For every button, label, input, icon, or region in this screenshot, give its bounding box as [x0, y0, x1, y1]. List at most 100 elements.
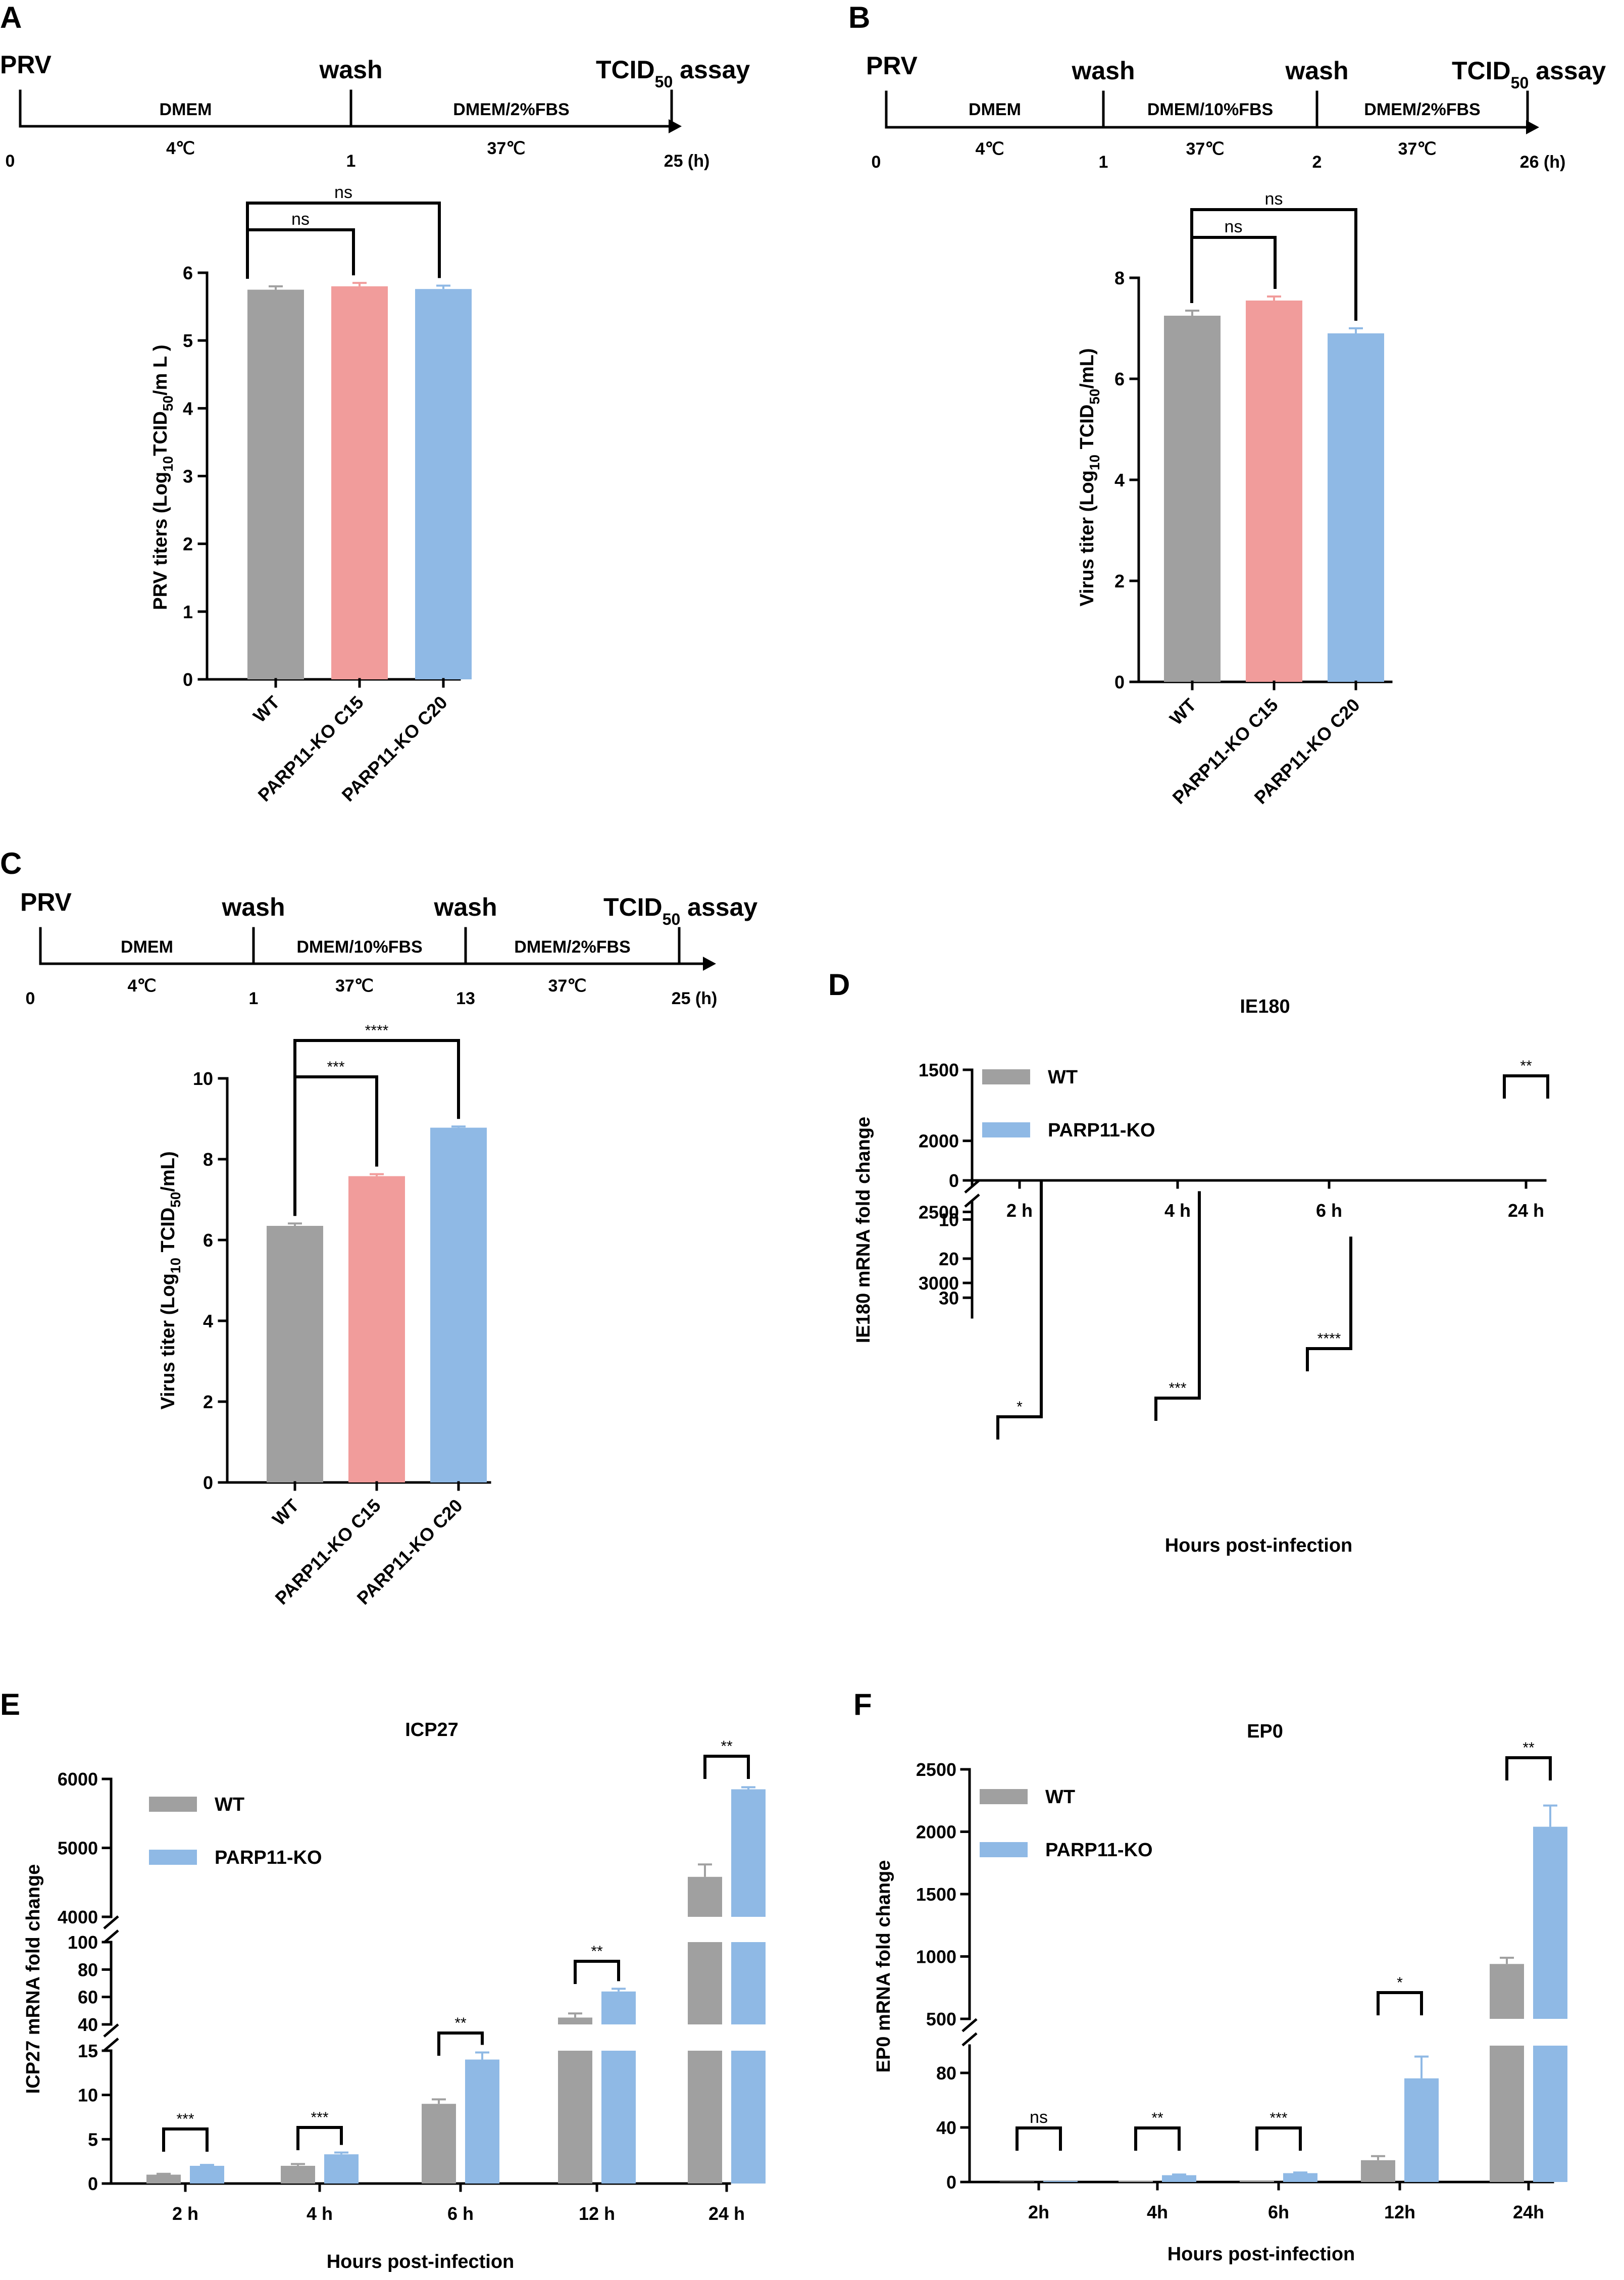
- chart-f-y-tick-label: 0: [946, 2172, 956, 2193]
- chart-c-significance-bracket-label: ****: [365, 1022, 389, 1039]
- chart-e-axis-break-icon-top: [103, 2023, 119, 2038]
- chart-f-category-label: 12h: [1384, 2202, 1415, 2222]
- chart-d-significance-bracket: [996, 1181, 1043, 1440]
- chart-e-legend-swatch: [149, 1850, 197, 1865]
- chart-e-significance-bracket-label: ***: [311, 2109, 328, 2126]
- timeline-a-segment-temp: 4℃: [166, 139, 195, 158]
- chart-f-significance-bracket-label: **: [1522, 1740, 1535, 1756]
- chart-d-y-tick-label: 30: [939, 1287, 959, 1308]
- chart-e-category-label: 4 h: [307, 2203, 333, 2224]
- chart-f-category-label: 6h: [1268, 2202, 1289, 2222]
- chart-f-significance-bracket: [1377, 1991, 1423, 2015]
- chart-a-bar: [247, 289, 304, 679]
- chart-a-significance-bracket-label: ns: [334, 183, 352, 202]
- chart-e-y-tick-label: 0: [88, 2173, 98, 2194]
- chart-e-bar: [465, 2059, 499, 2184]
- timeline-c-assay-sub: 50: [663, 910, 681, 928]
- chart-b-y-axis-label-part: TCID: [1077, 405, 1098, 455]
- chart-c-y-axis-label-part: 50: [168, 1192, 183, 1208]
- timeline-b-segment-medium: DMEM/10%FBS: [1147, 100, 1273, 119]
- chart-d-significance-bracket-label: ****: [1317, 1330, 1341, 1347]
- chart-d-legend-swatch: [982, 1122, 1030, 1137]
- chart-b-significance-bracket: [1190, 208, 1357, 321]
- chart-c-y-axis-label-part: 10: [168, 1258, 183, 1273]
- timeline-c-event-label: wash: [433, 893, 497, 921]
- chart-e-title: ICP27: [405, 1719, 459, 1741]
- chart-f-legend-swatch: [980, 1842, 1028, 1857]
- chart-e-y-tick-label: 5000: [58, 1838, 98, 1859]
- chart-e-bar: [731, 1789, 766, 1917]
- chart-f-bar: [1490, 2046, 1524, 2182]
- chart-a-y-tick-label: 2: [183, 534, 193, 555]
- chart-e-significance-bracket: [574, 1960, 620, 1984]
- chart-e-y-tick-label: 60: [78, 1987, 98, 2008]
- timeline-a-start-label: PRV: [0, 51, 52, 79]
- chart-b-bar: [1328, 333, 1384, 682]
- panel-label-e: E: [0, 1688, 20, 1721]
- chart-f-bar: [1533, 1826, 1567, 2019]
- chart-f-significance-bracket: [1016, 2126, 1062, 2151]
- chart-c-y-tick-label: 10: [193, 1068, 213, 1089]
- chart-f-y-tick-label: 2500: [916, 1759, 956, 1780]
- chart-a-y-axis-label-part: 50: [160, 395, 176, 411]
- chart-a-bar: [415, 289, 472, 679]
- timeline-c-end-time: 25 (h): [672, 989, 718, 1008]
- chart-d-y-tick-label: 2000: [919, 1131, 959, 1152]
- chart-e-bar: [558, 2017, 592, 2024]
- chart-f-bar: [1533, 2046, 1567, 2182]
- chart-d-significance-bracket-label: *: [1017, 1399, 1023, 1415]
- chart-b-y-axis-label-part: Virus titer (Log: [1077, 470, 1098, 607]
- chart-b-significance-bracket-label: ns: [1265, 189, 1283, 209]
- timeline-c-event-label: wash: [221, 893, 285, 921]
- chart-f-significance-bracket: [1255, 2126, 1302, 2151]
- chart-e-axis-break-icon-bottom: [103, 2038, 119, 2052]
- chart-f-legend-label: WT: [1045, 1787, 1075, 1808]
- chart-c-y-tick-label: 4: [203, 1311, 213, 1331]
- chart-d-category-label: 24 h: [1508, 1200, 1544, 1221]
- chart-f-bar: [1162, 2175, 1196, 2182]
- chart-b-y-tick-label: 6: [1114, 369, 1125, 389]
- chart-a-y-axis-label-part: 10: [160, 456, 176, 472]
- timeline-c-arrow-icon: [703, 957, 716, 971]
- chart-c-y-tick-label: 6: [203, 1230, 213, 1251]
- chart-d-significance-bracket-label: **: [1520, 1058, 1532, 1074]
- chart-a-y-tick-label: 3: [183, 466, 193, 487]
- chart-e-y-tick-label: 100: [68, 1932, 98, 1953]
- chart-e-significance-bracket-label: **: [454, 2015, 467, 2031]
- chart-f-significance-bracket: [1134, 2126, 1181, 2151]
- chart-e-significance-bracket: [162, 2127, 209, 2152]
- chart-e-bar: [601, 2051, 636, 2184]
- chart-d-significance-bracket: [1154, 1191, 1201, 1421]
- chart-d-axis-break-icon-bottom: [964, 1194, 980, 1208]
- timeline-a-assay-label: TCID50 assay: [596, 56, 750, 91]
- timeline-b-start-time: 0: [872, 153, 881, 172]
- chart-d-y-tick-label: 0: [949, 1170, 959, 1191]
- chart-f-axis-break-icon-gap: [961, 2025, 978, 2040]
- chart-a-y-tick-label: 0: [183, 669, 193, 690]
- chart-b-y-axis-label-part: /mL): [1077, 348, 1098, 388]
- chart-a-y-axis-label-part: PRV titers (Log: [150, 472, 171, 610]
- chart-d-y-axis-label: IE180 mRNA fold change: [853, 1117, 874, 1343]
- chart-e-legend-label: PARP11-KO: [215, 1847, 322, 1868]
- chart-d-category-label: 2 h: [1006, 1200, 1033, 1221]
- chart-e-y-tick-label: 5: [88, 2129, 98, 2150]
- chart-c-y-axis-label-part: /mL): [158, 1151, 179, 1192]
- chart-d-axis-break-icon-top: [964, 1179, 980, 1194]
- chart-a-significance-bracket: [246, 228, 355, 279]
- chart-d-category-label: 4 h: [1164, 1200, 1191, 1221]
- chart-e-significance-bracket: [437, 2031, 484, 2056]
- chart-a-y-tick-label: 5: [183, 330, 193, 351]
- chart-b-significance-bracket: [1190, 236, 1277, 303]
- chart-b-y-axis-label-part: 50: [1087, 389, 1102, 405]
- chart-b-significance-bracket-label: ns: [1225, 217, 1243, 236]
- timeline-c-segment-temp: 4℃: [127, 976, 156, 996]
- chart-e-bar: [281, 2165, 315, 2184]
- chart-e-bar: [324, 2154, 359, 2184]
- chart-a-bar: [331, 286, 388, 679]
- chart-c-y-axis-label: Virus titer (Log10 TCID50/mL): [158, 1151, 183, 1409]
- chart-f-axis-break-icon-top: [961, 2018, 978, 2033]
- chart-f-bar: [1240, 2180, 1274, 2182]
- timeline-a-event-label: wash: [319, 56, 382, 84]
- chart-c-y-tick-label: 8: [203, 1149, 213, 1170]
- timeline-a-assay-sub: 50: [655, 73, 673, 91]
